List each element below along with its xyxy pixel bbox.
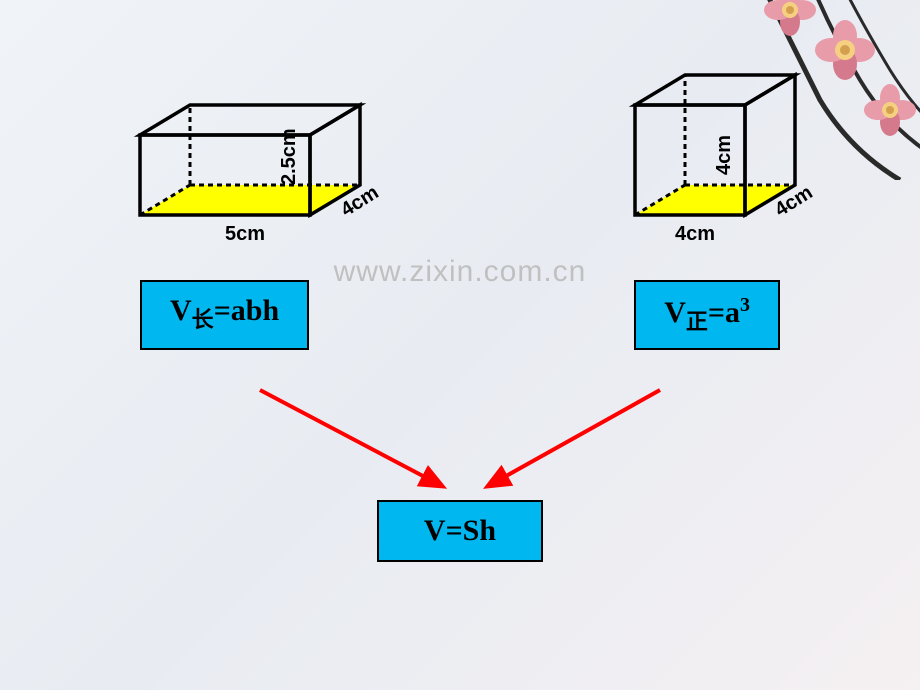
- cuboid-height-label: 2.5cm: [278, 128, 300, 185]
- cube-formula-box: V正=a3: [634, 280, 780, 350]
- formula-text: V长=abh: [170, 294, 279, 327]
- left-arrow: [260, 390, 440, 485]
- main-content: 5cm 4cm 2.5cm 4cm: [0, 0, 920, 622]
- cube-diagram: 4cm 4cm 4cm: [620, 60, 800, 240]
- result-row: V=Sh: [80, 500, 840, 562]
- result-formula-text: V=Sh: [424, 514, 496, 547]
- cuboid-formula-box: V长=abh: [140, 280, 309, 350]
- cuboid-diagram: 5cm 4cm 2.5cm: [120, 60, 400, 240]
- arrows-container: [80, 380, 840, 500]
- result-formula-box: V=Sh: [377, 500, 543, 562]
- formulas-row: V长=abh V正=a3: [80, 280, 840, 350]
- formula-text: V正=a3: [664, 296, 750, 329]
- shapes-row: 5cm 4cm 2.5cm 4cm: [80, 60, 840, 240]
- cube-height-label: 4cm: [713, 135, 735, 175]
- right-arrow: [490, 390, 660, 485]
- cube-width-label: 4cm: [675, 223, 715, 245]
- cuboid-width-label: 5cm: [225, 223, 265, 245]
